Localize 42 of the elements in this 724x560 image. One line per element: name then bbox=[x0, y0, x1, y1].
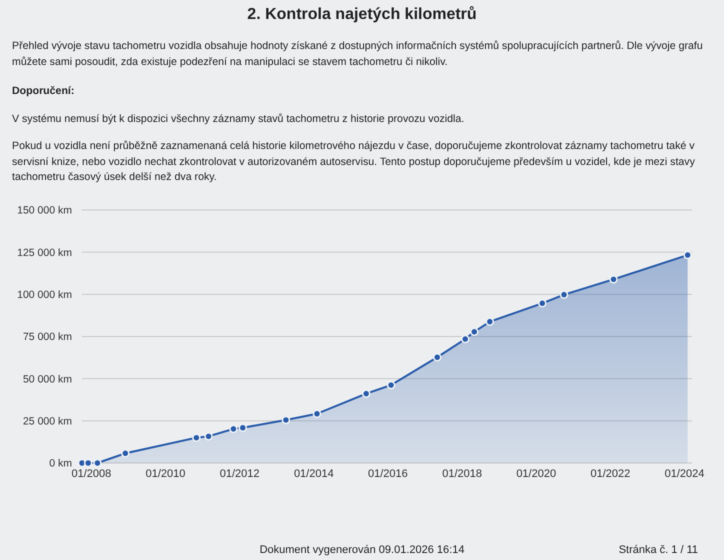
text: Pokud u vozidla není průběžně zaznamenaná celá historie kilometrového nájezdu v čase, doporučujeme zkontrolovat záznamy tachometru také v servisní knize, nebo vozidlo nechat zkontrolovat v autorizovaném autoservisu. Tento postup doporučujeme především u vozidel, kde je mezi stavy tachometru časový úsek delší než dva roky. bbox=[12, 139, 696, 185]
point bbox=[683, 250, 692, 260]
point bbox=[238, 424, 248, 432]
text: Dokument vygenerován 09.01.2026 16:14 bbox=[260, 544, 464, 556]
x-tick-label: 01/2020 bbox=[516, 468, 556, 480]
point bbox=[84, 458, 92, 468]
x-tick-label: 01/2024 bbox=[664, 468, 704, 480]
point bbox=[192, 433, 201, 442]
x-tick-label: 01/2018 bbox=[442, 468, 482, 480]
text: Stránka č. 1 / 11 bbox=[618, 544, 698, 556]
chart-title: 2. Kontrola najetých kilometrů bbox=[246, 6, 478, 24]
x-tick-label: 01/2008 bbox=[71, 468, 112, 480]
point bbox=[362, 389, 370, 398]
point bbox=[229, 424, 238, 434]
y-tick-label: 0 km bbox=[49, 458, 72, 470]
point bbox=[470, 328, 479, 336]
point bbox=[486, 317, 494, 326]
text: Přehled vývoje stavu tachometru vozidla obsahuje hodnoty získané z dostupných informačních systémů spolupracujících partnerů. Dle vývoje grafu můžete sami posoudit, zda existuje podezření na manipulaci se stavem tachometru či nikoliv. bbox=[12, 39, 704, 70]
point bbox=[432, 352, 442, 362]
point bbox=[461, 334, 470, 344]
y-tick-label: 75 000 km bbox=[22, 331, 72, 344]
point bbox=[204, 432, 213, 441]
x-tick-label: 01/2012 bbox=[220, 468, 260, 480]
text: Doporučení: bbox=[12, 84, 76, 99]
x-tick-label: 01/2010 bbox=[146, 468, 186, 480]
point bbox=[312, 410, 322, 418]
y-tick-label: 50 000 km bbox=[22, 373, 72, 386]
x-tick-label: 01/2016 bbox=[368, 468, 408, 480]
y-tick-label: 150 000 km bbox=[17, 204, 72, 217]
point bbox=[386, 380, 396, 390]
point bbox=[538, 299, 547, 308]
y-tick-label: 100 000 km bbox=[17, 289, 72, 302]
point bbox=[121, 449, 130, 458]
y-tick-label: 25 000 km bbox=[22, 416, 72, 428]
text: V systému nemusí být k dispozici všechny záznamy stavů tachometru z historie provozu vozidla. bbox=[12, 112, 466, 126]
point bbox=[560, 290, 568, 299]
point bbox=[282, 416, 290, 424]
x-tick-label: 01/2022 bbox=[590, 468, 630, 480]
point bbox=[609, 275, 618, 284]
y-tick-label: 125 000 km bbox=[17, 246, 72, 259]
x-tick-label: 01/2014 bbox=[294, 468, 334, 480]
point bbox=[93, 458, 102, 468]
